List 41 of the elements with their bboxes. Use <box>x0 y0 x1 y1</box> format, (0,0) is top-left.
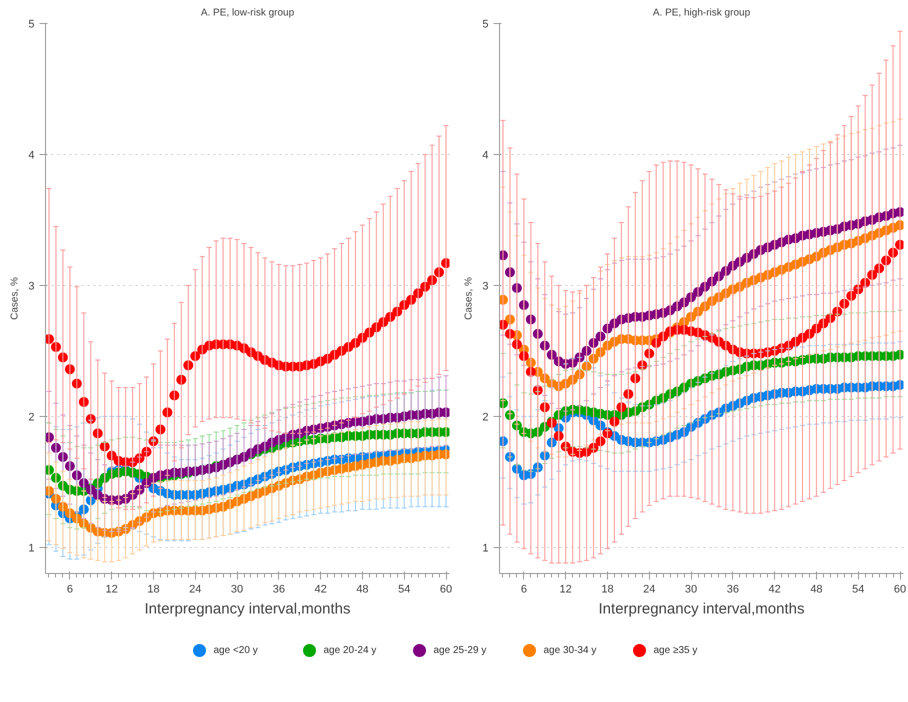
y-tick-label: 1 <box>482 542 489 554</box>
x-axis-title: Interpregnancy interval,months <box>598 600 804 618</box>
x-tick-label: 30 <box>684 584 698 596</box>
legend-label: age ≥35 y <box>654 645 698 656</box>
y-tick-label: 4 <box>482 149 489 162</box>
x-tick-label: 6 <box>66 584 73 596</box>
y-tick-label: 2 <box>28 411 35 424</box>
y-tick-label: 5 <box>28 18 35 30</box>
x-tick-label: 60 <box>894 584 906 596</box>
y-axis-title: Cases, % <box>463 276 474 320</box>
x-tick-label: 12 <box>560 584 572 596</box>
x-tick-label: 42 <box>314 584 327 596</box>
x-tick-label: 54 <box>398 584 410 596</box>
y-axis-title: Cases, % <box>9 276 20 320</box>
x-tick-label: 48 <box>356 584 369 596</box>
x-tick-label: 12 <box>106 584 118 596</box>
legend-label: age 25-29 y <box>434 645 486 656</box>
legend-label: age 30-34 y <box>544 645 596 656</box>
x-axis-title: Interpregnancy interval,months <box>144 600 350 618</box>
y-tick-label: 2 <box>482 411 489 424</box>
chart-title: A. PE, high-risk group <box>652 8 751 18</box>
x-tick-label: 6 <box>520 584 527 596</box>
x-tick-label: 48 <box>810 584 823 596</box>
chart-title: A. PE, low-risk group <box>200 8 295 18</box>
x-tick-label: 54 <box>852 584 864 596</box>
y-tick-label: 3 <box>482 280 489 292</box>
x-tick-label: 24 <box>189 584 202 596</box>
x-tick-label: 18 <box>147 584 160 596</box>
legend-label: age <20 y <box>214 645 258 656</box>
y-tick-label: 5 <box>482 18 489 30</box>
y-tick-label: 4 <box>28 149 35 162</box>
y-tick-label: 3 <box>28 280 35 292</box>
x-tick-label: 60 <box>440 584 452 596</box>
x-tick-label: 18 <box>601 584 614 596</box>
x-tick-label: 42 <box>768 584 781 596</box>
y-tick-label: 1 <box>28 542 35 554</box>
legend-label: age 20-24 y <box>324 645 376 656</box>
x-tick-label: 30 <box>230 584 244 596</box>
x-tick-label: 24 <box>643 584 656 596</box>
x-tick-label: 36 <box>726 584 739 596</box>
x-tick-label: 36 <box>272 584 285 596</box>
